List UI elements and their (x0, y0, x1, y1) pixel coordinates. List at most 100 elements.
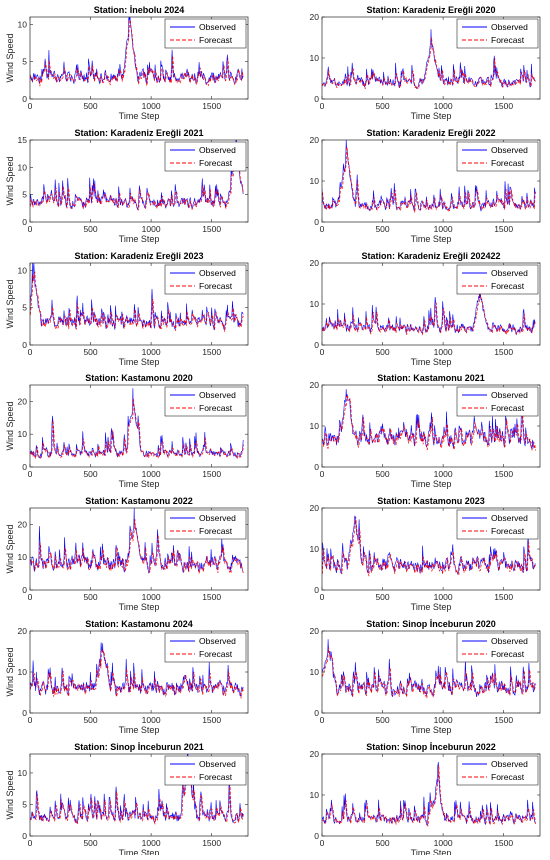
x-axis-label: Time Step (411, 602, 452, 612)
y-tick-label: 0 (22, 340, 27, 350)
x-tick-label: 0 (28, 715, 33, 725)
y-tick-label: 5 (22, 190, 27, 200)
x-tick-label: 500 (83, 838, 97, 848)
x-tick-label: 1000 (142, 224, 161, 234)
observed-series-line (30, 140, 244, 211)
y-tick-label: 15 (18, 135, 28, 145)
legend-forecast-label: Forecast (199, 403, 233, 413)
subplot-3: Station: Karadeniz Ereğli 2021 0 500 1000 15… (5, 128, 249, 244)
legend-observed-label: Observed (491, 22, 528, 32)
subplot-title: Station: Sinop İnceburun 2022 (366, 742, 496, 752)
observed-series-line (322, 515, 536, 576)
legend: Observed Forecast (456, 509, 539, 540)
x-tick-label: 0 (320, 715, 325, 725)
y-tick-label: 20 (310, 380, 320, 390)
x-tick-label: 1000 (142, 592, 161, 602)
subplot-2: Station: Karadeniz Ereğli 2020 0 500 1000 15… (310, 5, 541, 121)
legend-forecast-label: Forecast (199, 649, 233, 659)
legend-forecast-label: Forecast (491, 649, 525, 659)
legend-box (456, 386, 539, 417)
y-tick-label: 10 (18, 265, 28, 275)
subplot-title: Station: Karadeniz Ereğli 2023 (74, 251, 203, 261)
y-tick-label: 0 (314, 462, 319, 472)
y-tick-label: 5 (22, 57, 27, 67)
x-tick-label: 1500 (494, 101, 513, 111)
legend: Observed Forecast (164, 509, 247, 540)
y-axis-label: Wind Speed (5, 279, 15, 328)
subplot-11: Station: Kastamonu 2024 0 500 1000 1500 0 10 20… (5, 619, 249, 735)
x-tick-label: 1000 (142, 469, 161, 479)
x-tick-label: 500 (375, 715, 389, 725)
legend-observed-label: Observed (199, 390, 236, 400)
y-tick-label: 20 (18, 396, 28, 406)
subplot-4: Station: Karadeniz Ereğli 2022 0 500 1000 15… (310, 128, 541, 244)
x-tick-label: 500 (375, 347, 389, 357)
y-tick-label: 20 (310, 135, 320, 145)
y-tick-label: 10 (310, 667, 320, 677)
y-tick-label: 20 (310, 749, 320, 759)
y-tick-label: 20 (310, 12, 320, 22)
forecast-series-line (322, 37, 536, 89)
y-tick-label: 10 (310, 544, 320, 554)
subplot-title: Station: Karadeniz Ereğli 202422 (361, 251, 500, 261)
y-tick-label: 20 (18, 519, 28, 529)
legend-observed-label: Observed (199, 513, 236, 523)
x-tick-label: 0 (320, 469, 325, 479)
legend: Observed Forecast (164, 141, 247, 172)
x-tick-label: 500 (375, 592, 389, 602)
plot-axes-box (29, 384, 249, 468)
legend-observed-label: Observed (491, 636, 528, 646)
y-tick-label: 0 (22, 585, 27, 595)
x-tick-label: 500 (83, 101, 97, 111)
x-axis-label: Time Step (119, 479, 160, 489)
x-axis-label: Time Step (119, 725, 160, 735)
x-tick-label: 0 (320, 838, 325, 848)
y-tick-label: 0 (22, 94, 27, 104)
x-tick-label: 500 (375, 469, 389, 479)
forecast-series-line (322, 290, 536, 336)
y-tick-label: 20 (18, 626, 28, 636)
x-tick-label: 500 (375, 101, 389, 111)
observed-series-line (322, 761, 536, 826)
y-tick-label: 10 (18, 768, 28, 778)
y-tick-label: 0 (22, 217, 27, 227)
legend-observed-label: Observed (199, 145, 236, 155)
x-tick-label: 0 (28, 347, 33, 357)
legend-observed-label: Observed (199, 636, 236, 646)
y-tick-label: 0 (314, 94, 319, 104)
forecast-series-line (30, 398, 244, 460)
x-tick-label: 1500 (202, 224, 221, 234)
x-tick-label: 500 (375, 838, 389, 848)
legend: Observed Forecast (164, 18, 247, 49)
x-tick-label: 1000 (142, 347, 161, 357)
subplot-title: Station: Sinop İnceburun 2021 (74, 742, 204, 752)
forecast-series-line (30, 271, 244, 332)
legend-observed-label: Observed (491, 513, 528, 523)
y-tick-label: 0 (314, 708, 319, 718)
y-tick-label: 0 (314, 831, 319, 841)
legend-box (164, 755, 247, 786)
x-axis-label: Time Step (411, 234, 452, 244)
x-tick-label: 0 (320, 224, 325, 234)
subplot-9: Station: Kastamonu 2022 0 500 1000 1500 0 10 20… (5, 496, 249, 612)
subplot-14: Station: Sinop İnceburun 2022 0 500 1000 150… (310, 742, 541, 858)
subplot-1: Station: İnebolu 2024 0 500 1000 1500 0 5 10 Tim… (5, 5, 249, 121)
x-tick-label: 1500 (202, 592, 221, 602)
x-tick-label: 1000 (434, 715, 453, 725)
legend-box (164, 141, 247, 172)
x-tick-label: 1500 (202, 469, 221, 479)
subplot-6: Station: Karadeniz Ereğli 202422 0 500 1000… (310, 251, 541, 367)
y-tick-label: 10 (310, 53, 320, 63)
legend-forecast-label: Forecast (199, 281, 233, 291)
legend-forecast-label: Forecast (491, 281, 525, 291)
subplot-title: Station: Kastamonu 2020 (85, 373, 193, 383)
legend: Observed Forecast (456, 264, 539, 295)
x-tick-label: 1500 (494, 715, 513, 725)
legend: Observed Forecast (456, 386, 539, 417)
subplot-title: Station: Karadeniz Ereğli 2020 (366, 5, 495, 15)
x-tick-label: 500 (83, 469, 97, 479)
plot-axes-box (29, 262, 249, 346)
y-tick-label: 10 (310, 176, 320, 186)
x-tick-label: 500 (375, 224, 389, 234)
